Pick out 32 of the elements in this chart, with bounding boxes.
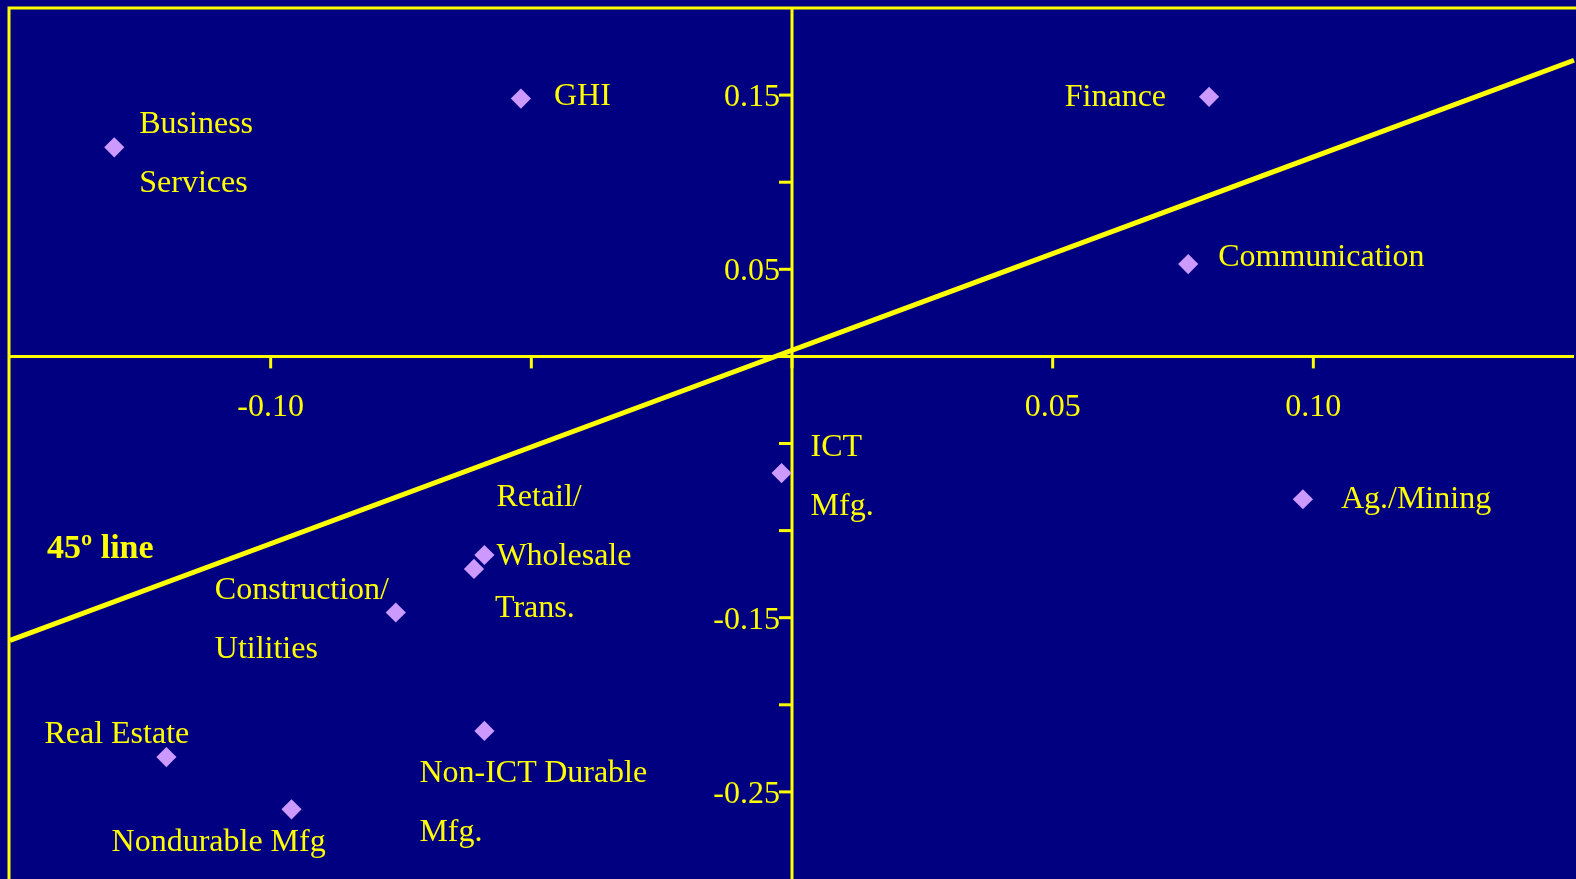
series-label: 45º line — [47, 528, 154, 566]
annotation: ICT Mfg. — [810, 427, 874, 523]
annotation: Communication — [1218, 237, 1425, 274]
point — [385, 602, 406, 623]
point — [463, 558, 485, 580]
y-tick-label: -0.15 — [713, 599, 780, 636]
x-tick-label: 0.05 — [1024, 387, 1081, 424]
x-tick-label: -0.10 — [237, 387, 304, 424]
point — [474, 544, 495, 566]
point — [771, 463, 792, 484]
point — [156, 746, 177, 768]
annotation: Real Estate — [44, 714, 190, 751]
point — [1292, 489, 1313, 510]
annotation: GHI — [553, 75, 611, 112]
x-tick-label: 0.10 — [1285, 387, 1342, 424]
point — [474, 720, 495, 742]
y-tick-label: 0.15 — [724, 77, 780, 114]
point — [1178, 253, 1199, 275]
annotation: Non-ICT Durable Mfg. — [419, 752, 648, 848]
y-tick-label: 0.05 — [724, 251, 780, 288]
y-tick-label: -0.25 — [713, 773, 780, 810]
annotation: Retail/Wholesale — [496, 476, 632, 572]
point — [510, 88, 531, 109]
annotation: Construction/Utilities — [214, 570, 390, 666]
point — [1198, 86, 1220, 107]
annotation: Business Services — [139, 104, 254, 200]
point — [104, 137, 125, 158]
annotation: Finance — [1064, 76, 1167, 113]
annotation: Trans. — [494, 587, 575, 624]
point — [281, 799, 302, 820]
annotation: Nondurable Mfg — [111, 822, 326, 859]
annotation: Ag./Mining — [1340, 479, 1492, 516]
